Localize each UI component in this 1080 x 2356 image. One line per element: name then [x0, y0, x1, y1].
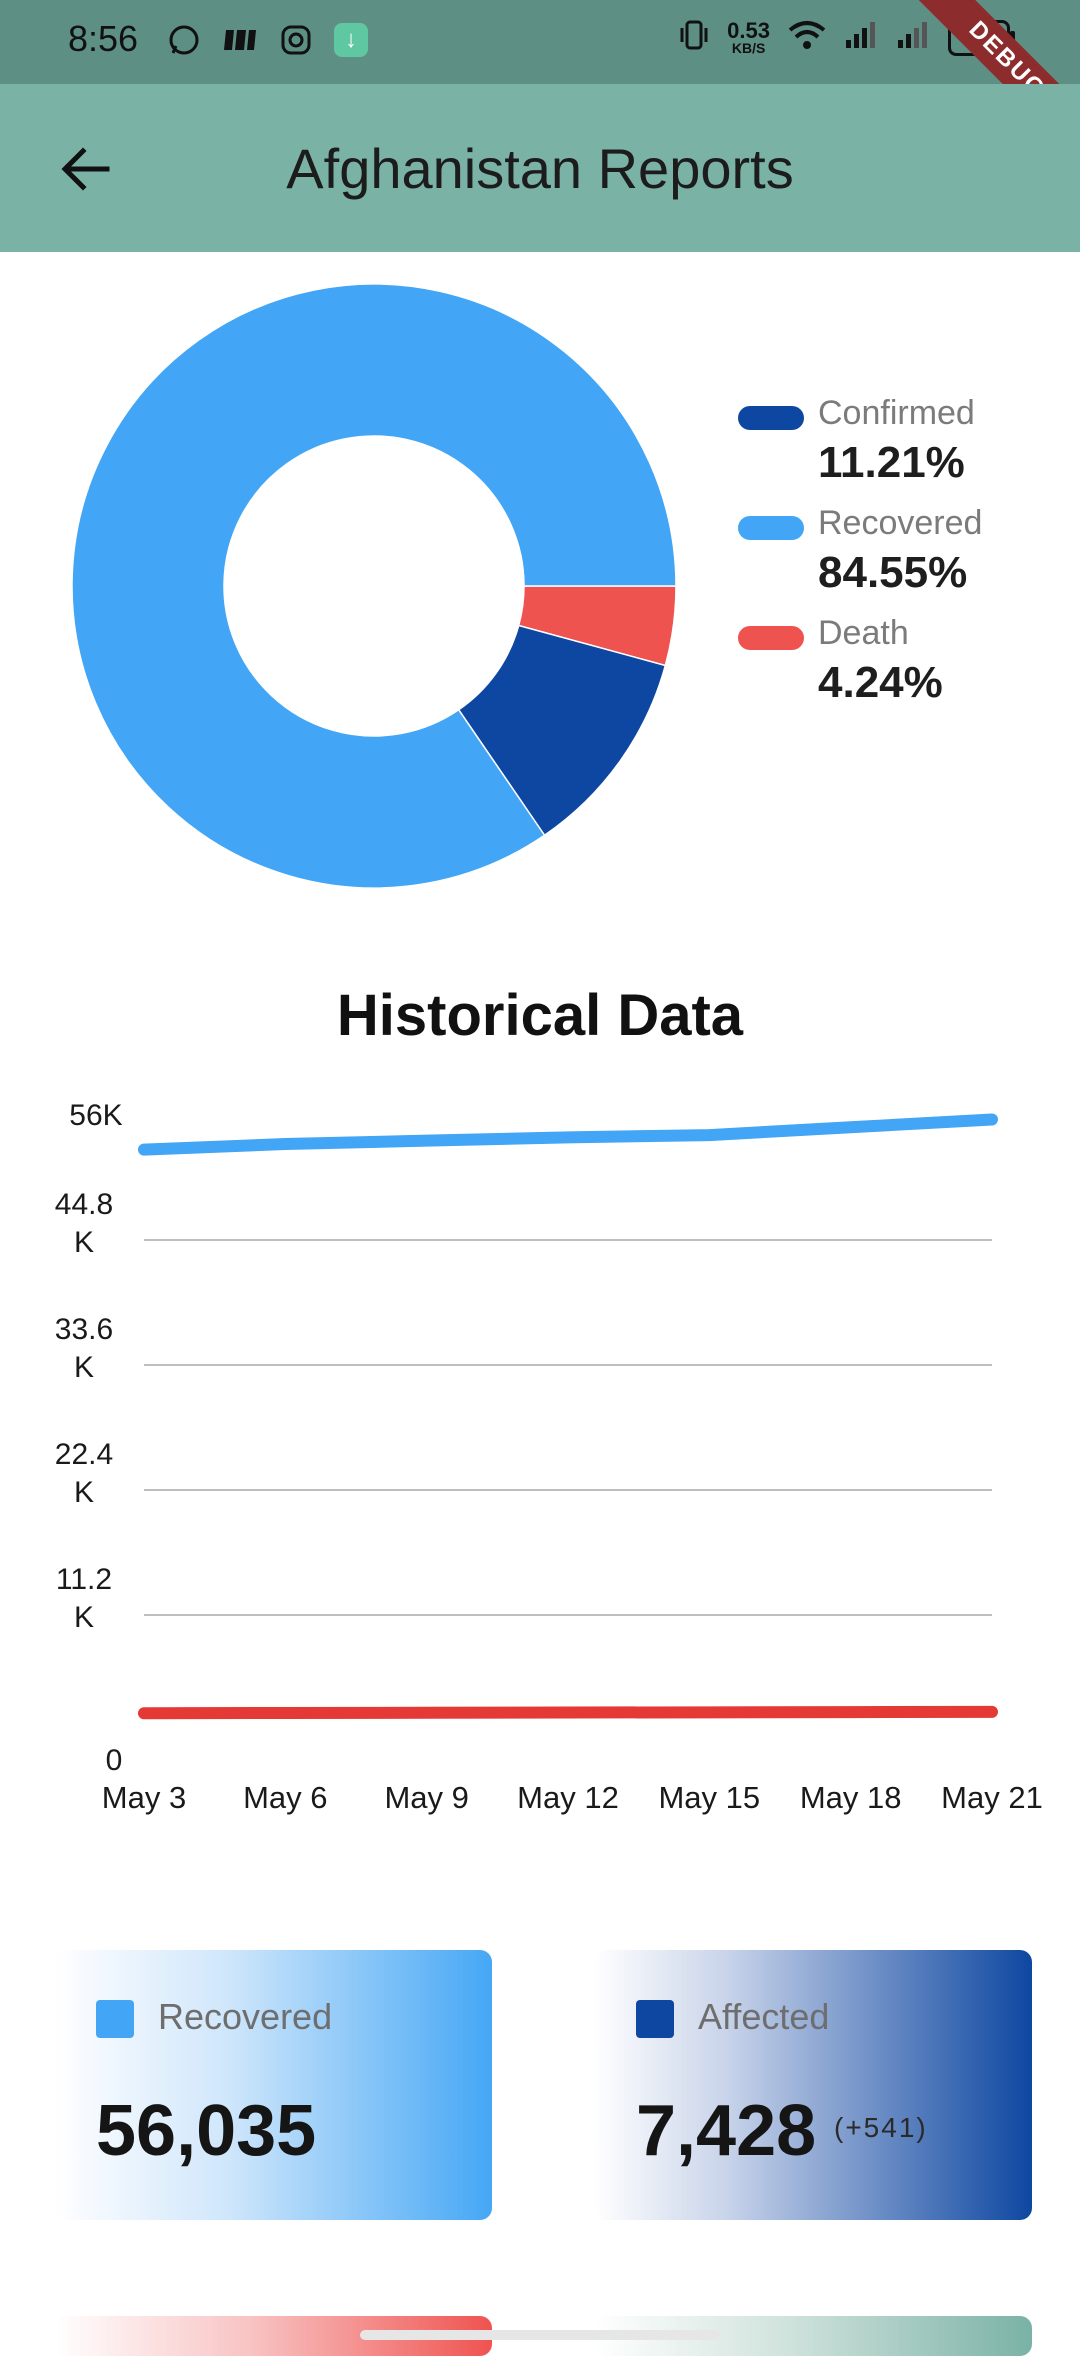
affected-delta: (+541) [834, 2112, 928, 2143]
signal-icon-1 [844, 20, 878, 55]
recovered-card[interactable]: Recovered 56,035 [54, 1950, 492, 2220]
historical-title: Historical Data [336, 983, 744, 1048]
legend-label: Death [818, 614, 909, 652]
back-button[interactable] [50, 134, 120, 204]
series-line-recovered [138, 1113, 998, 1156]
legend-value: 84.55% [818, 548, 968, 597]
affected-card[interactable]: Affected 7,428 (+541) [594, 1950, 1032, 2220]
series-line-deaths [138, 1705, 998, 1720]
y-tick-label: 33.6 K [55, 1313, 113, 1384]
pie-slice-recovered [71, 283, 677, 889]
net-speed-value: 0.53 [727, 17, 770, 43]
donut-chart [70, 282, 678, 890]
net-speed: 0.53 KB/S [727, 17, 770, 56]
legend-swatch-recovered [738, 516, 804, 540]
legend-swatch-confirmed [738, 406, 804, 430]
app-bar: Afghanistan Reports [0, 84, 1080, 252]
legend-swatch-death [738, 626, 804, 650]
arrow-left-icon [61, 147, 110, 191]
x-tick-label: May 21 [941, 1780, 1043, 1815]
historical-line-chart: 0 11.2 K 22.4 K 33.6 K 44.8 K 56K May 3 May 6 May 9 M… [0, 1080, 1080, 1820]
recovered-value: 56,035 [96, 2091, 317, 2171]
x-tick-label: May 18 [800, 1780, 902, 1815]
legend-label: Confirmed [818, 394, 975, 432]
net-speed-unit: KB/S [731, 39, 766, 56]
wifi-icon [788, 20, 826, 55]
x-tick-label: May 15 [658, 1780, 760, 1815]
affected-color-swatch [636, 2000, 674, 2038]
status-time: 8:56 [68, 18, 139, 59]
instagram-icon [278, 22, 314, 58]
y-tick-label: 44.8 K [55, 1188, 113, 1259]
affected-value: 7,428 [636, 2091, 817, 2171]
x-tick-label: May 9 [384, 1780, 468, 1815]
signal-icon-2 [896, 20, 930, 55]
legend-value: 4.24% [818, 658, 943, 707]
vibrate-icon [679, 18, 709, 57]
recovered-color-swatch [96, 2000, 134, 2038]
legend-value: 11.21% [818, 438, 965, 487]
notification-icons: ↓ [166, 22, 368, 58]
page-title: Afghanistan Reports [286, 137, 794, 200]
x-tick-label: May 12 [517, 1780, 619, 1815]
shop-icon [222, 22, 258, 58]
y-tick-label: 22.4 K [55, 1438, 113, 1509]
y-tick-label: 11.2 K [56, 1563, 112, 1634]
x-tick-label: May 6 [243, 1780, 327, 1815]
x-tick-label: May 3 [102, 1780, 186, 1815]
status-bar: 8:56 ↓ 0.53 KB/S DEBUG [0, 0, 1080, 163]
y-tick-label: 56K [69, 1099, 122, 1132]
recovered-label: Recovered [158, 1996, 333, 2037]
whatsapp-icon [166, 22, 202, 58]
legend-label: Recovered [818, 504, 983, 542]
scroll-indicator [360, 2330, 720, 2340]
download-icon: ↓ [334, 23, 368, 57]
affected-label: Affected [698, 1996, 830, 2037]
y-tick-label: 0 [106, 1744, 123, 1777]
